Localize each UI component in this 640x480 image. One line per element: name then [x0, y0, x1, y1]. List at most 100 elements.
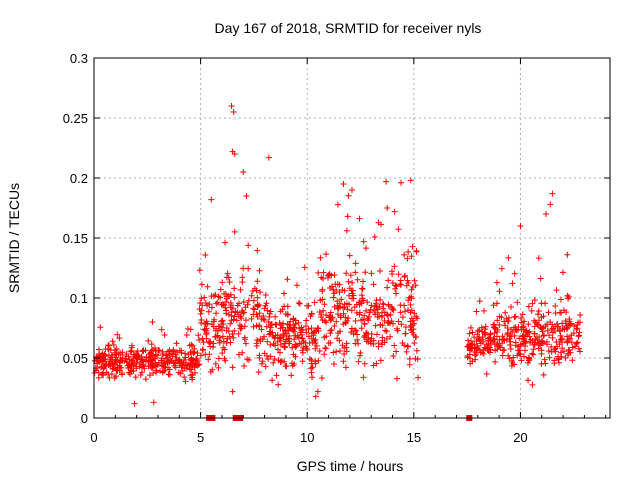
- data-point: [467, 324, 474, 331]
- data-point: [148, 347, 155, 354]
- data-point: [142, 376, 149, 383]
- data-point: [496, 313, 503, 320]
- data-point: [534, 322, 541, 329]
- data-point: [363, 307, 370, 314]
- data-point: [389, 279, 396, 286]
- x-tick-label: 15: [407, 430, 421, 445]
- data-point: [241, 334, 248, 341]
- data-point: [202, 321, 209, 328]
- data-point: [261, 316, 268, 323]
- data-point: [95, 346, 102, 353]
- data-point: [139, 357, 146, 364]
- data-point: [512, 342, 519, 349]
- data-point: [533, 333, 540, 340]
- data-point: [224, 335, 231, 342]
- data-point: [220, 344, 227, 351]
- data-point: [219, 301, 226, 308]
- data-point: [333, 318, 340, 325]
- data-point: [562, 320, 569, 327]
- data-point: [397, 309, 404, 316]
- data-point: [304, 346, 311, 353]
- data-point: [261, 305, 268, 312]
- data-point: [219, 279, 226, 286]
- data-point: [289, 344, 296, 351]
- data-point: [476, 337, 483, 344]
- data-point: [123, 358, 130, 365]
- data-point: [494, 317, 501, 324]
- data-point: [395, 271, 402, 278]
- data-point: [327, 317, 334, 324]
- data-point: [560, 269, 567, 276]
- data-point: [389, 306, 396, 313]
- data-point: [543, 211, 550, 217]
- data-point: [331, 323, 338, 330]
- data-point: [330, 294, 337, 301]
- data-point: [572, 343, 579, 350]
- data-point: [181, 374, 188, 381]
- data-point: [387, 311, 394, 318]
- data-point: [116, 367, 123, 374]
- data-point: [496, 343, 503, 350]
- data-point: [384, 284, 391, 291]
- data-point: [361, 332, 368, 339]
- data-point: [308, 369, 315, 376]
- data-point: [236, 322, 243, 329]
- data-point: [352, 317, 359, 324]
- data-point: [237, 286, 244, 293]
- data-point: [275, 381, 282, 388]
- data-point: [385, 301, 392, 308]
- data-point: [413, 334, 420, 341]
- data-point: [210, 293, 217, 300]
- data-point: [551, 357, 558, 364]
- data-point: [481, 307, 488, 314]
- data-point: [172, 351, 179, 358]
- data-point: [483, 371, 490, 378]
- data-point: [503, 336, 510, 343]
- data-point: [528, 307, 535, 314]
- data-point: [340, 181, 347, 187]
- data-point: [355, 358, 362, 365]
- data-point: [529, 350, 536, 357]
- data-point: [412, 355, 419, 362]
- data-point: [215, 364, 222, 371]
- data-point: [295, 334, 302, 341]
- data-point: [117, 358, 124, 365]
- data-point: [262, 302, 269, 309]
- data-point: [165, 371, 172, 378]
- data-point: [485, 340, 492, 347]
- data-point: [385, 277, 392, 284]
- data-point: [464, 352, 471, 359]
- data-point: [496, 336, 503, 343]
- data-point: [493, 300, 500, 307]
- data-point: [277, 341, 284, 348]
- data-point: [359, 285, 366, 292]
- data-point: [566, 322, 573, 329]
- data-point: [266, 331, 273, 338]
- data-point: [576, 348, 583, 355]
- data-point: [321, 317, 328, 324]
- data-point: [361, 320, 368, 327]
- data-point: [575, 333, 582, 340]
- data-point: [373, 304, 380, 311]
- data-point: [565, 295, 572, 302]
- data-point: [187, 357, 194, 364]
- data-point: [220, 321, 227, 328]
- data-point: [132, 374, 139, 381]
- data-point: [178, 349, 185, 356]
- data-point: [109, 366, 116, 373]
- data-point: [164, 360, 171, 367]
- data-point: [531, 330, 538, 337]
- y-tick-label: 0.25: [63, 111, 88, 126]
- data-point: [289, 362, 296, 369]
- data-point: [540, 332, 547, 339]
- data-point: [274, 346, 281, 353]
- data-point: [321, 334, 328, 341]
- data-point: [529, 381, 536, 388]
- data-point: [314, 388, 321, 395]
- data-point: [391, 342, 398, 349]
- data-point: [231, 151, 238, 157]
- data-point: [256, 354, 263, 361]
- data-point: [568, 339, 575, 346]
- data-point: [158, 357, 165, 364]
- data-point: [372, 322, 379, 329]
